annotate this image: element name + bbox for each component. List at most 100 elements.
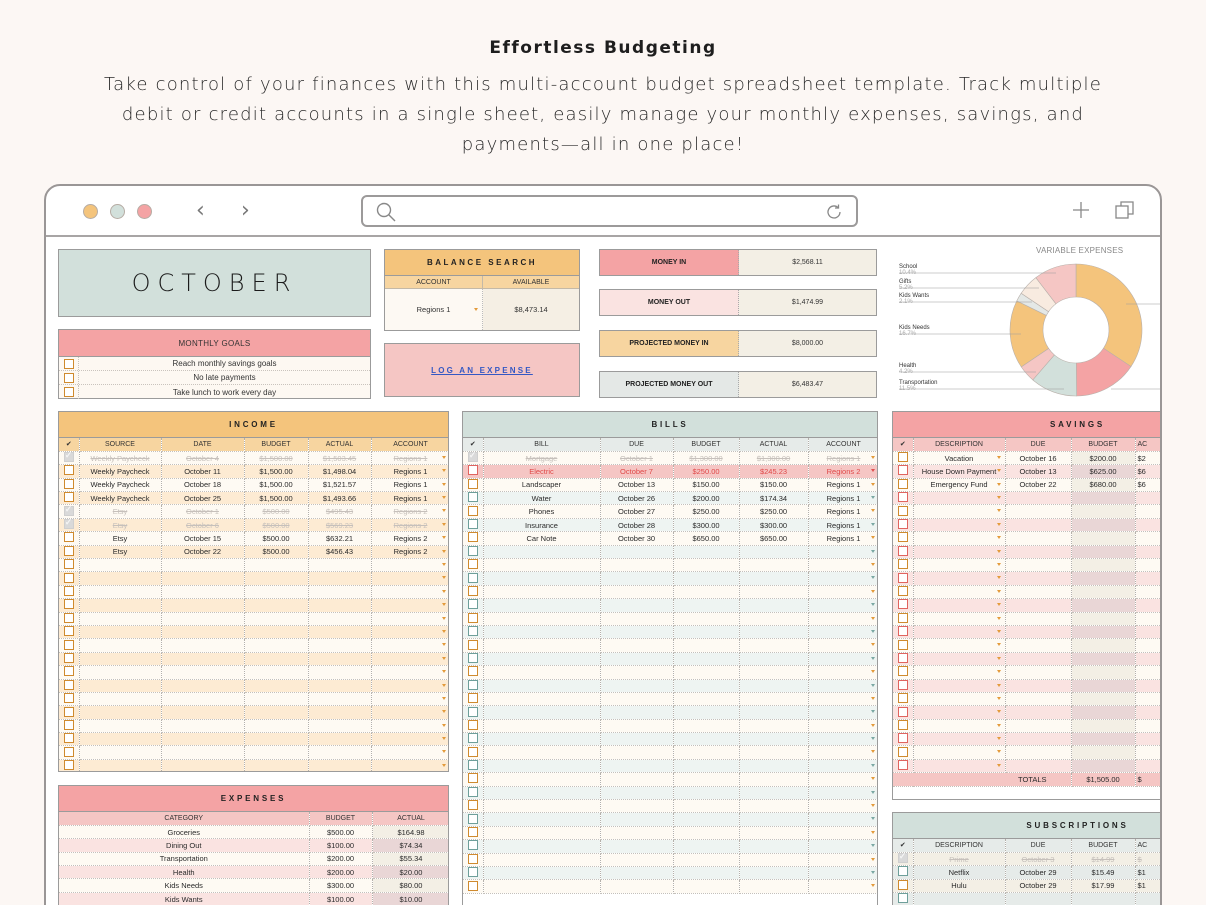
table-cell[interactable]	[371, 679, 448, 693]
account-select[interactable]: Regions 1	[385, 289, 483, 330]
table-cell[interactable]	[1135, 705, 1160, 720]
table-cell[interactable]: $456.43	[308, 545, 372, 560]
dropdown-arrow-icon[interactable]	[870, 629, 875, 633]
dropdown-arrow-icon[interactable]	[870, 643, 875, 647]
table-cell[interactable]	[1005, 518, 1072, 533]
dropdown-arrow-icon[interactable]	[996, 603, 1001, 607]
table-cell[interactable]: October 15	[161, 531, 245, 546]
row-checkbox[interactable]	[467, 719, 478, 730]
dropdown-arrow-icon[interactable]	[996, 643, 1001, 647]
table-cell[interactable]	[808, 759, 877, 774]
table-cell[interactable]	[673, 745, 740, 760]
table-cell[interactable]	[483, 732, 601, 747]
table-cell[interactable]	[808, 612, 877, 626]
goal-checkbox[interactable]	[63, 387, 74, 397]
table-cell[interactable]	[161, 705, 245, 720]
table-cell[interactable]: $1,503.45	[308, 451, 372, 466]
table-cell[interactable]	[308, 612, 372, 626]
table-cell[interactable]: $200.00	[309, 852, 373, 867]
dropdown-arrow-icon[interactable]	[441, 509, 446, 513]
row-checkbox[interactable]	[897, 599, 908, 610]
dropdown-arrow-icon[interactable]	[441, 482, 446, 486]
table-cell[interactable]: Weekly Paycheck	[79, 464, 162, 479]
dropdown-arrow-icon[interactable]	[441, 670, 446, 674]
dropdown-arrow-icon[interactable]	[996, 563, 1001, 567]
table-cell[interactable]	[1135, 504, 1160, 519]
row-checkbox[interactable]	[897, 879, 908, 890]
row-checkbox[interactable]	[63, 585, 74, 596]
dropdown-arrow-icon[interactable]	[441, 763, 446, 767]
table-cell[interactable]: $17.99	[1071, 879, 1136, 894]
table-cell[interactable]: Water	[483, 491, 601, 506]
dropdown-arrow-icon[interactable]	[870, 589, 875, 593]
dropdown-arrow-icon[interactable]	[996, 469, 1001, 473]
table-cell[interactable]	[600, 759, 674, 774]
row-checkbox[interactable]	[897, 639, 908, 650]
table-cell[interactable]	[483, 879, 601, 894]
table-cell[interactable]	[161, 652, 245, 667]
row-checkbox[interactable]	[467, 760, 478, 771]
table-cell[interactable]	[1005, 665, 1072, 680]
row-checkbox[interactable]	[897, 652, 908, 663]
row-checkbox[interactable]	[467, 693, 478, 704]
dropdown-arrow-icon[interactable]	[870, 683, 875, 687]
row-checkbox[interactable]	[897, 733, 908, 744]
table-cell[interactable]	[808, 638, 877, 653]
window-dot-orange[interactable]	[83, 204, 98, 219]
table-cell[interactable]: $250.00	[673, 464, 740, 479]
table-cell[interactable]	[600, 826, 674, 841]
table-cell[interactable]: Landscaper	[483, 478, 601, 493]
table-cell[interactable]	[600, 585, 674, 600]
row-checkbox[interactable]	[897, 572, 908, 583]
table-cell[interactable]	[79, 571, 162, 586]
table-cell[interactable]	[1071, 892, 1136, 905]
table-cell[interactable]	[808, 732, 877, 747]
row-checkbox[interactable]	[467, 853, 478, 864]
table-cell[interactable]	[1005, 571, 1072, 586]
table-cell[interactable]	[1005, 719, 1072, 734]
table-cell[interactable]	[1071, 679, 1136, 693]
table-cell[interactable]	[371, 705, 448, 720]
table-cell[interactable]	[673, 692, 740, 707]
table-cell[interactable]	[1071, 531, 1136, 546]
table-cell[interactable]	[483, 558, 601, 573]
table-cell[interactable]	[739, 745, 809, 760]
table-cell[interactable]	[1071, 692, 1136, 707]
table-cell[interactable]	[600, 812, 674, 827]
table-cell[interactable]	[1005, 558, 1072, 573]
table-cell[interactable]: Regions 1	[371, 464, 448, 479]
table-cell[interactable]: October 13	[600, 478, 674, 493]
table-cell[interactable]	[161, 571, 245, 586]
table-cell[interactable]: $1,500.00	[244, 451, 309, 466]
table-cell[interactable]: Regions 1	[808, 491, 877, 506]
table-cell[interactable]	[739, 625, 809, 640]
table-cell[interactable]: October 22	[1005, 478, 1072, 493]
dropdown-arrow-icon[interactable]	[870, 871, 875, 874]
table-cell[interactable]	[913, 652, 1006, 667]
dropdown-arrow-icon[interactable]	[870, 482, 875, 486]
row-checkbox[interactable]	[467, 599, 478, 610]
row-checkbox[interactable]	[467, 639, 478, 650]
table-cell[interactable]	[673, 705, 740, 720]
row-checkbox[interactable]	[467, 519, 478, 530]
row-checkbox[interactable]	[467, 666, 478, 677]
dropdown-arrow-icon[interactable]	[996, 629, 1001, 633]
table-cell[interactable]	[483, 571, 601, 586]
table-cell[interactable]	[600, 732, 674, 747]
table-cell[interactable]: $500.00	[309, 825, 373, 840]
dropdown-arrow-icon[interactable]	[996, 670, 1001, 674]
dropdown-arrow-icon[interactable]	[870, 790, 875, 794]
row-checkbox[interactable]	[467, 786, 478, 797]
table-cell[interactable]	[673, 652, 740, 667]
row-checkbox[interactable]	[897, 545, 908, 556]
dropdown-arrow-icon[interactable]	[996, 549, 1001, 553]
table-cell[interactable]	[483, 612, 601, 626]
table-cell[interactable]	[913, 719, 1006, 734]
table-cell[interactable]: October 26	[600, 491, 674, 506]
table-cell[interactable]	[161, 612, 245, 626]
row-checkbox[interactable]	[467, 559, 478, 570]
log-expense-link[interactable]: LOG AN EXPENSE	[384, 343, 580, 397]
dropdown-arrow-icon[interactable]	[441, 603, 446, 607]
table-cell[interactable]: $1,500.00	[244, 478, 309, 493]
table-cell[interactable]	[1005, 705, 1072, 720]
